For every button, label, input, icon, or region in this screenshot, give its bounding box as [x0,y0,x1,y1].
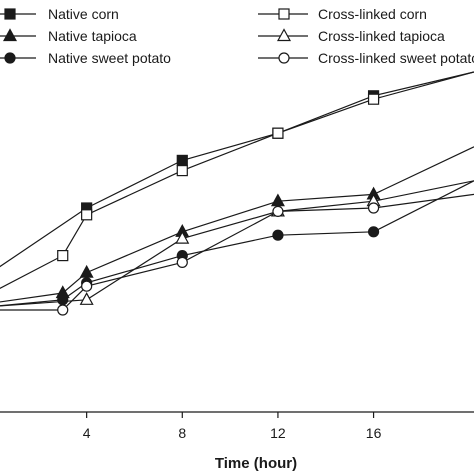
data-point [367,202,380,214]
data-point [79,292,94,305]
legend-marker [278,8,290,20]
x-ticks: 4 8 12 16 [83,412,382,441]
data-point [176,154,188,166]
x-tick-label: 8 [178,425,186,441]
data-point [272,127,284,139]
legend-label: Cross-linked tapioca [318,28,445,44]
legend-label: Native tapioca [48,28,137,44]
series-line-4 [0,180,474,307]
x-tick-label: 4 [83,425,91,441]
data-point [79,264,94,278]
data-point [176,165,188,177]
data-point [175,230,190,244]
data-point [272,205,284,217]
legend-label: Native sweet potato [48,50,171,66]
series-line-2 [0,146,474,303]
series-line-5 [0,193,474,311]
legend-marker [4,52,16,64]
legend-marker [2,28,18,42]
series-markers [55,90,381,316]
x-tick-label: 12 [270,425,286,441]
legend-marker [4,8,16,20]
series-line-3 [0,180,474,307]
series-line-1 [0,71,474,289]
legend: Native corn Cross-linked corn Native tapio… [0,6,474,66]
data-point [272,229,284,241]
data-point [57,304,69,316]
legend-label: Cross-linked corn [318,6,427,22]
series-lines [0,71,474,311]
legend-marker [278,52,290,64]
data-point [57,294,69,306]
legend-label: Cross-linked sweet potato [318,50,474,66]
data-point [367,226,380,238]
series-line-0 [0,71,474,268]
x-axis-title: Time (hour) [215,455,297,472]
data-point [176,256,188,268]
legend-label: Native corn [48,6,119,22]
x-tick-label: 16 [366,425,382,441]
data-point [81,209,93,221]
data-point [367,93,380,105]
legend-marker [276,28,292,42]
data-point [81,280,93,292]
data-point [57,250,69,262]
